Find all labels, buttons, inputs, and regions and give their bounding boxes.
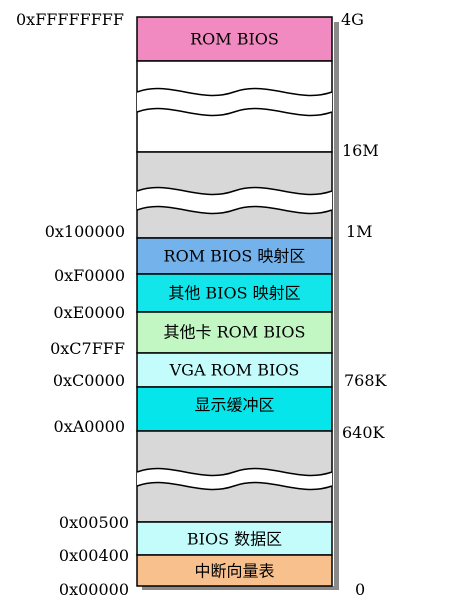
size-label-16m: 16M xyxy=(342,141,379,160)
break-mark-upper xyxy=(137,88,332,116)
block-rom-bios xyxy=(136,16,333,62)
address-label-ffffffff: 0xFFFFFFFF xyxy=(15,10,124,29)
break-line-lower-a xyxy=(136,467,333,477)
break-line-middle-b xyxy=(136,205,333,215)
break-mark-middle xyxy=(137,187,332,214)
size-label-0: 0 xyxy=(355,580,366,599)
address-label-e0000: 0xE0000 xyxy=(53,303,125,322)
block-label: ROM BIOS 映射区 xyxy=(164,247,306,266)
block-display-buffer xyxy=(136,386,333,432)
column-shadow xyxy=(334,22,339,590)
break-line-middle-a xyxy=(136,186,333,196)
address-label-c0000: 0xC0000 xyxy=(52,371,125,390)
block-rom-bios-shadow xyxy=(136,237,333,275)
size-label-640k: 640K xyxy=(342,423,385,442)
break-line-upper-b xyxy=(136,107,333,117)
block-label: 其他卡 ROM BIOS xyxy=(164,323,306,342)
block-label: 中断向量表 xyxy=(194,562,274,581)
block-label: ROM BIOS xyxy=(190,30,279,49)
address-label-f0000: 0xF0000 xyxy=(53,266,125,285)
address-label-00000: 0x00000 xyxy=(58,580,129,599)
size-label-1m: 1M xyxy=(346,222,373,241)
address-label-c7fff: 0xC7FFF xyxy=(50,339,125,358)
block-interrupt-vector-table xyxy=(136,554,333,587)
address-label-00400: 0x00400 xyxy=(58,546,129,565)
size-label-4g: 4G xyxy=(341,10,364,29)
column-shadow-bottom xyxy=(142,586,339,590)
block-label: 其他 BIOS 映射区 xyxy=(168,284,300,303)
address-label-00500: 0x00500 xyxy=(58,513,129,532)
address-label-a0000: 0xA0000 xyxy=(53,417,125,436)
block-label: 显示缓冲区 xyxy=(194,396,274,415)
size-label-768k: 768K xyxy=(344,371,387,390)
block-label: BIOS 数据区 xyxy=(187,530,282,549)
break-mark-lower xyxy=(137,468,332,490)
block-label: VGA ROM BIOS xyxy=(169,361,300,380)
address-label-100000: 0x100000 xyxy=(44,222,125,241)
block-other-bios-shadow xyxy=(136,273,333,313)
break-line-lower-b xyxy=(136,481,333,491)
break-line-upper-a xyxy=(136,87,333,97)
